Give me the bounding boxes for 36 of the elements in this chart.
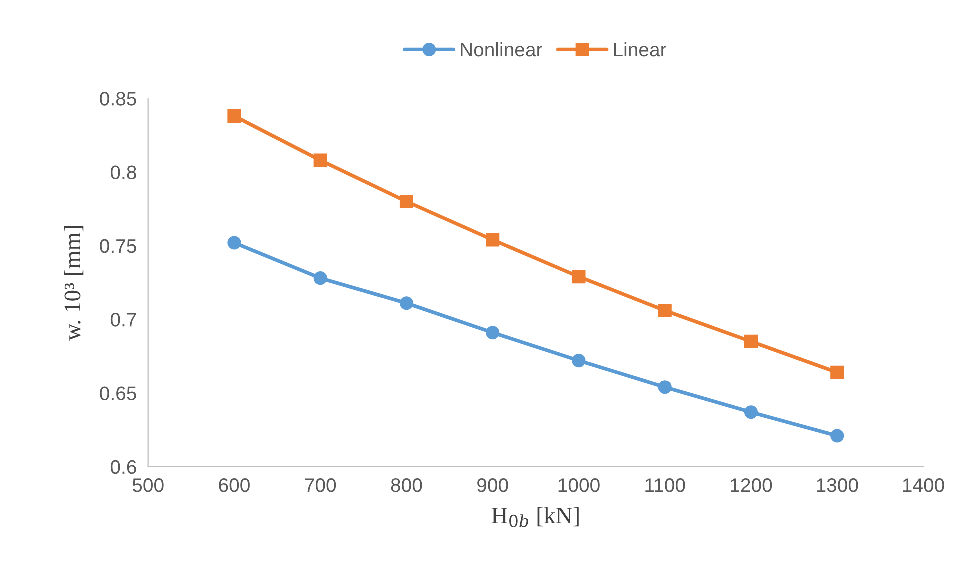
x-tick-label: 1200: [731, 478, 772, 492]
point: [830, 429, 844, 443]
x-tick-label: 1100: [646, 478, 686, 492]
point: [228, 236, 242, 250]
point: [400, 296, 414, 310]
y-tick-label: 0.8: [110, 166, 136, 180]
x-tick-label: 1300: [817, 478, 858, 492]
point: [744, 406, 758, 420]
x-tick-label: 600: [219, 478, 250, 492]
legend-label: Linear: [614, 42, 666, 57]
y-tick-label: 0.75: [100, 239, 136, 254]
x-tick-label: 700: [305, 478, 336, 492]
point: [486, 326, 500, 340]
x-axis-title: H$_{0b}$ [kN]: [492, 507, 579, 528]
point: [572, 270, 586, 284]
point: [658, 304, 672, 318]
point: [744, 334, 758, 348]
point: [400, 194, 414, 208]
x-tick-label: 1000: [558, 478, 600, 492]
legend-label: Nonlinear: [461, 42, 542, 57]
x-tick-label: 900: [478, 478, 508, 492]
y-axis-title: w. 10³ [mm]: [64, 226, 84, 341]
y-tick-label: 0.65: [100, 386, 136, 400]
point: [658, 380, 672, 394]
y-tick-label: 0.6: [110, 460, 136, 474]
point: [228, 110, 242, 124]
point: [830, 366, 844, 380]
point: [572, 354, 586, 368]
y-tick-label: 0.85: [100, 92, 136, 106]
x-tick-label: 1400: [903, 478, 944, 492]
y-tick-label: 0.7: [110, 313, 136, 327]
point: [486, 233, 500, 247]
x-tick-label: 500: [132, 478, 164, 492]
point: [314, 154, 328, 168]
point: [314, 272, 328, 286]
x-tick-label: 800: [391, 478, 422, 492]
